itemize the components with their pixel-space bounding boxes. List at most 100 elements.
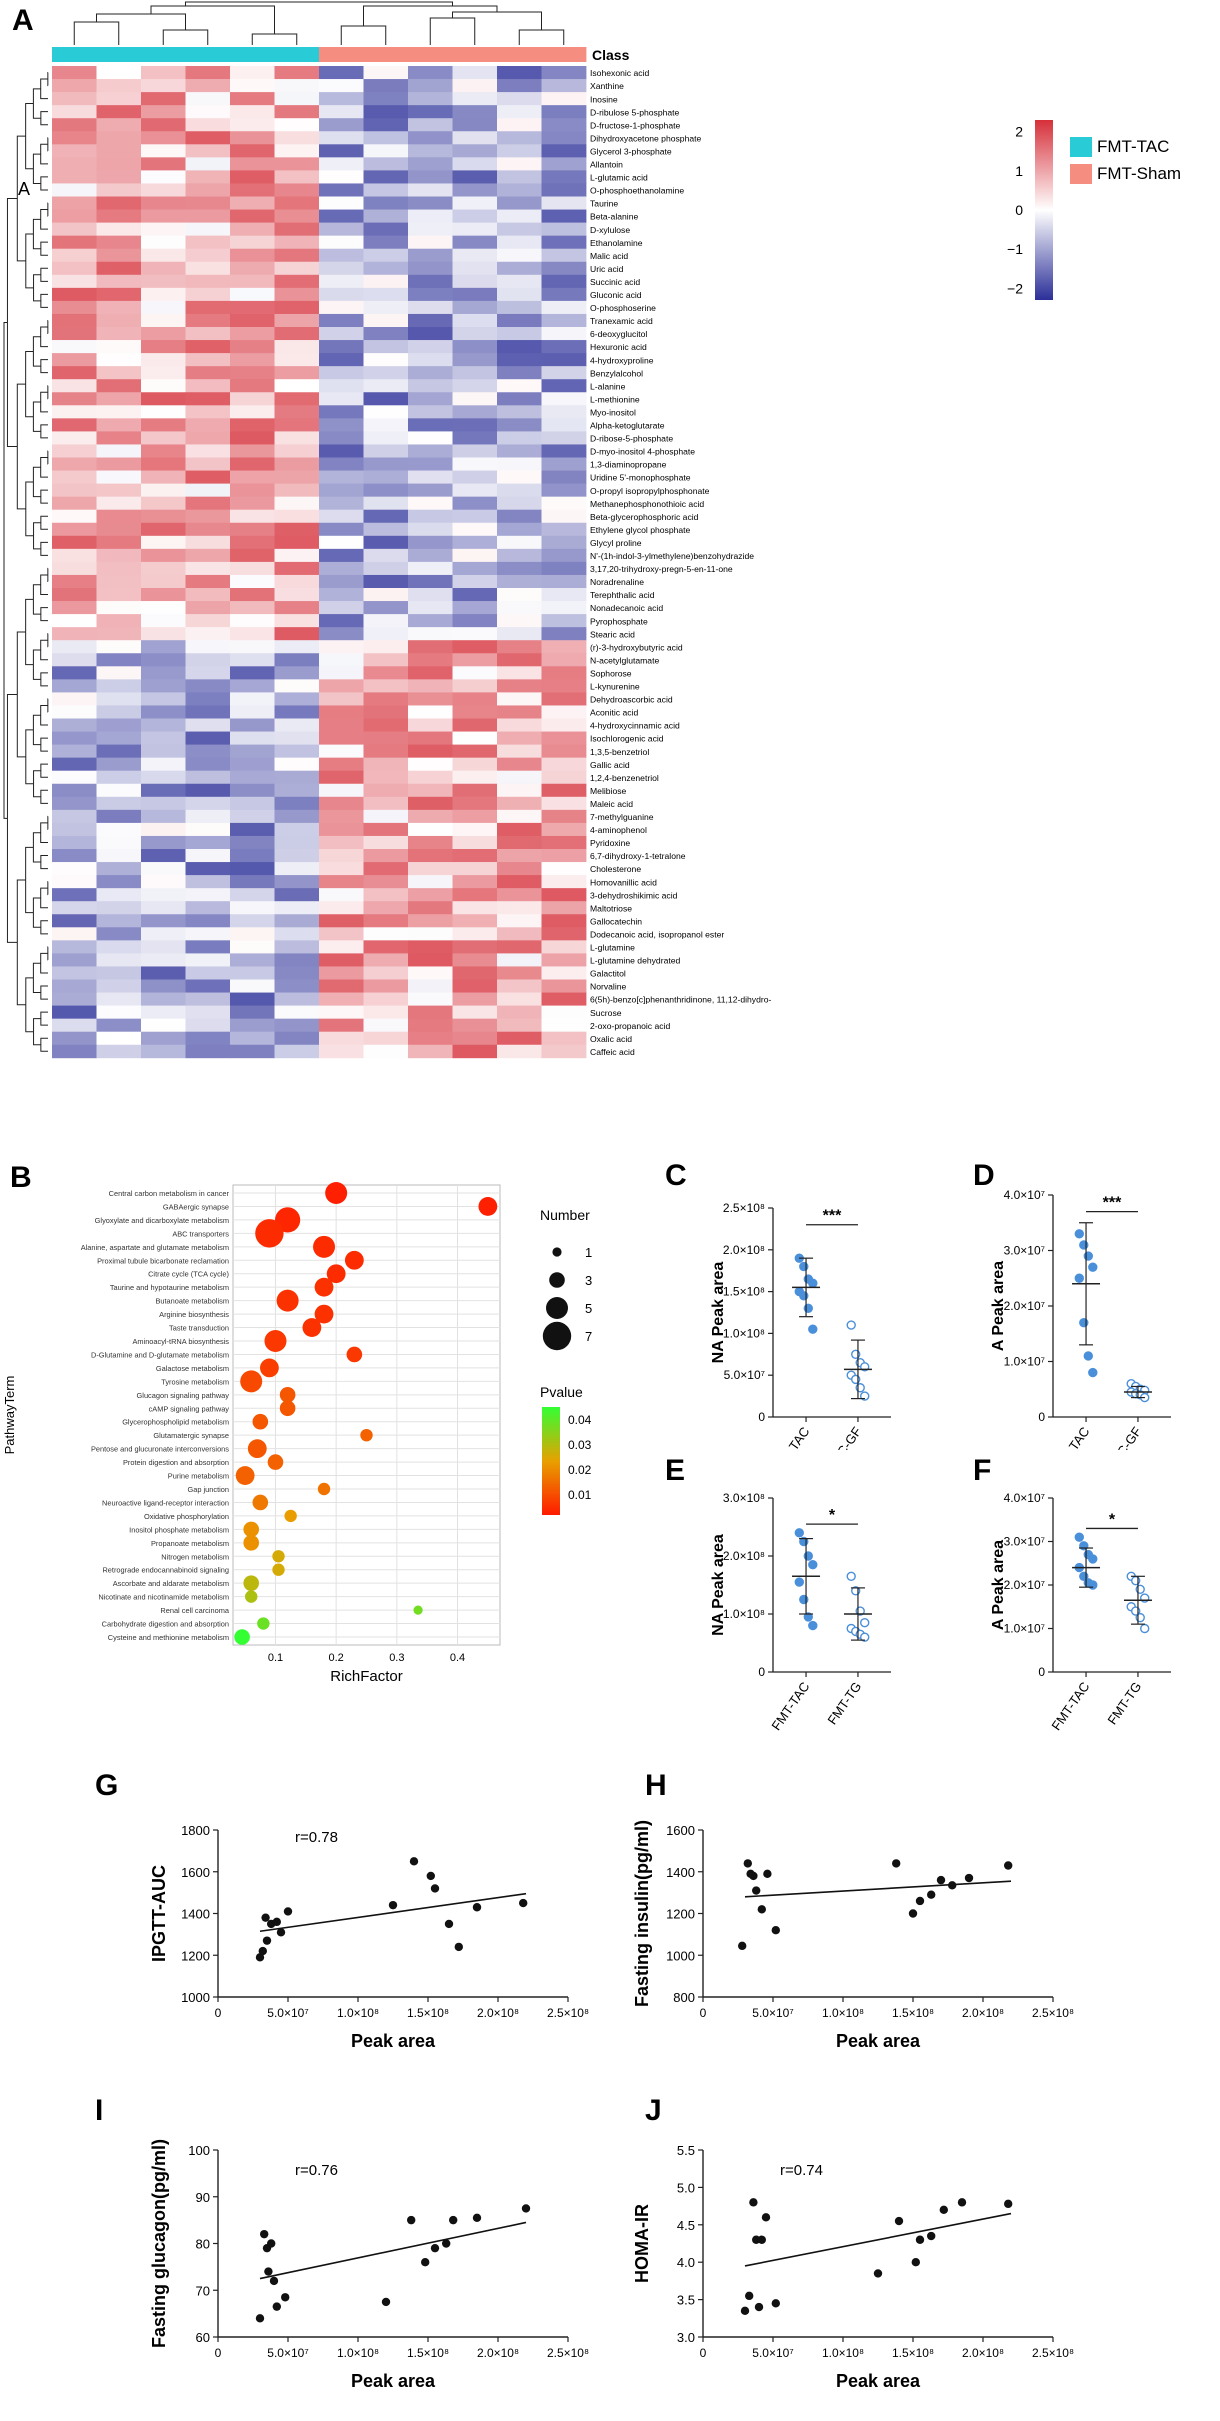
- heatmap-cell: [363, 783, 409, 798]
- row-label: Methanephosphonothioic acid: [590, 499, 704, 509]
- x-tick-label: 2.5×10⁸: [1032, 2346, 1074, 2360]
- panel-label-c: C: [665, 1159, 687, 1192]
- pathway-term-label: Galactose metabolism: [156, 1364, 229, 1373]
- heatmap-cell: [274, 157, 320, 171]
- heatmap-cell: [230, 901, 275, 915]
- heatmap-cell: [497, 248, 542, 263]
- heatmap-cell: [96, 144, 142, 158]
- heatmap-cell: [319, 470, 364, 484]
- panel-label-h: H: [645, 1769, 667, 1802]
- y-tick-label: 1.0×10⁸: [723, 1326, 765, 1340]
- heatmap-cell: [230, 692, 275, 706]
- heatmap-cell: [230, 92, 275, 106]
- heatmap-cell: [363, 1018, 409, 1033]
- heatmap-cell: [96, 366, 142, 380]
- row-label: Allantoin: [590, 160, 623, 170]
- heatmap-cell: [230, 105, 275, 119]
- row-label: Uric acid: [590, 264, 624, 274]
- heatmap-cell: [185, 862, 231, 876]
- heatmap-cell: [408, 1031, 453, 1046]
- heatmap-cell: [230, 183, 275, 197]
- pathway-bubble: [302, 1318, 322, 1337]
- heatmap-cell: [319, 313, 364, 328]
- heatmap-cell: [230, 718, 275, 732]
- heatmap-cell: [230, 666, 275, 680]
- heatmap-cell: [52, 131, 97, 145]
- heatmap-cell: [96, 640, 142, 654]
- heatmap-cell: [185, 131, 231, 145]
- heatmap-cell: [541, 157, 587, 171]
- heatmap-cell: [408, 835, 453, 850]
- color-legend-tick: 0.01: [568, 1488, 592, 1502]
- data-point: [808, 1324, 818, 1334]
- row-label: 7-methylguanine: [590, 812, 654, 822]
- heatmap-cell: [363, 509, 409, 524]
- heatmap-cell: [452, 340, 498, 354]
- heatmap-cell: [363, 248, 409, 263]
- heatmap-cell: [96, 666, 142, 680]
- heatmap-cell: [408, 248, 453, 263]
- heatmap-cell: [52, 1005, 97, 1020]
- heatmap-cell: [452, 431, 498, 445]
- row-label: Maltotriose: [590, 903, 632, 913]
- heatmap-cell: [185, 901, 231, 915]
- pathway-term-label: GABAergic synapse: [163, 1202, 229, 1211]
- heatmap-cell: [274, 561, 320, 576]
- heatmap-cell: [497, 418, 542, 432]
- heatmap-cell: [230, 561, 275, 576]
- heatmap-cell: [452, 588, 498, 602]
- heatmap-cell: [230, 118, 275, 132]
- heatmap-cell: [230, 849, 275, 863]
- heatmap-cell: [274, 770, 320, 785]
- heatmap-cell: [274, 274, 320, 289]
- heatmap-cell: [452, 627, 498, 641]
- heatmap-cell: [408, 548, 453, 563]
- y-tick-label: 0: [1038, 1665, 1045, 1679]
- heatmap-cell: [408, 705, 453, 719]
- dendrogram-link: [40, 391, 48, 413]
- heatmap-cell: [319, 509, 364, 524]
- heatmap-cell: [319, 300, 364, 315]
- heatmap-cell: [185, 653, 231, 667]
- heatmap-cell: [541, 118, 587, 132]
- heatmap-cell: [497, 666, 542, 680]
- data-point: [754, 2302, 764, 2312]
- heatmap-cell: [363, 431, 409, 445]
- dendrogram-link: [32, 897, 41, 928]
- heatmap-cell: [541, 418, 587, 432]
- heatmap-cell: [497, 966, 542, 980]
- heatmap-cell: [52, 509, 97, 524]
- heatmap-cell: [185, 548, 231, 563]
- row-label: D-ribulose 5-phosphate: [590, 107, 680, 117]
- class-bar-segment: [452, 47, 498, 62]
- data-point: [472, 2213, 482, 2222]
- x-tick-label: 5.0×10⁷: [267, 2006, 308, 2020]
- x-tick-label: TAC: [786, 1424, 813, 1450]
- heatmap-cell: [52, 340, 97, 354]
- heatmap-cell: [541, 392, 587, 406]
- heatmap-cell: [408, 627, 453, 641]
- row-label: 4-aminophenol: [590, 825, 647, 835]
- heatmap-cell: [96, 561, 142, 576]
- heatmap-cell: [319, 496, 364, 511]
- heatmap-cell: [452, 992, 498, 1006]
- class-bar-segment: [363, 47, 409, 62]
- heatmap-cell: [408, 300, 453, 315]
- heatmap-cell: [408, 849, 453, 863]
- heatmap-cell: [274, 862, 320, 876]
- heatmap-cell: [319, 261, 364, 276]
- heatmap-cell: [497, 705, 542, 719]
- x-tick-label: TAC-GF: [1105, 1424, 1145, 1450]
- dotplot-panel-c: C 0 5.0×10⁷ 1.0×10⁸ 1.5×10⁸ 2.0×10⁸ 2.5×10⁸ NA…: [665, 1159, 891, 1450]
- heatmap-cell: [319, 561, 364, 576]
- dendrogram-link: [25, 350, 34, 418]
- data-point: [255, 2314, 265, 2323]
- heatmap-cell: [319, 274, 364, 289]
- pathway-term-label: D-Glutamine and D-glutamate metabolism: [91, 1350, 229, 1359]
- heatmap-cell: [185, 535, 231, 550]
- row-label: 3,17,20-trihydroxy-pregn-5-en-11-one: [590, 564, 733, 574]
- heatmap-cell: [541, 66, 587, 80]
- heatmap-cell: [274, 444, 320, 458]
- data-point: [808, 1620, 818, 1631]
- dendrogram-link: [25, 481, 34, 537]
